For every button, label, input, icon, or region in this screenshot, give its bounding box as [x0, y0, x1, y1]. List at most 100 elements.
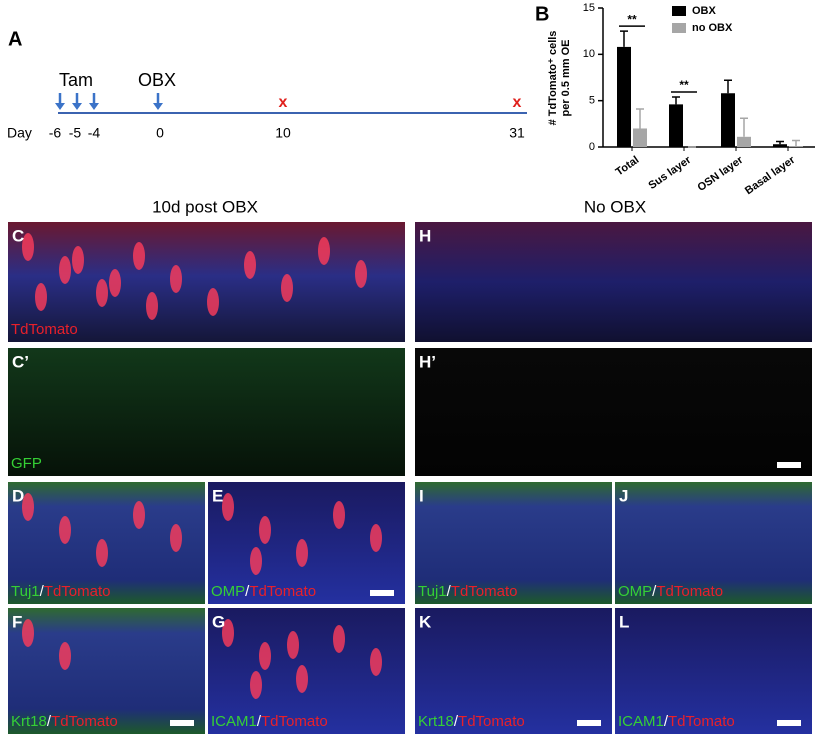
y-axis-label: # TdTomato⁺ cells	[547, 31, 559, 126]
caption-part: /	[245, 583, 250, 600]
caption-part: OMP	[618, 583, 652, 600]
labeled-cell	[222, 493, 234, 521]
caption-part: GFP	[11, 455, 42, 472]
labeled-cell	[370, 648, 382, 676]
labeled-cell	[287, 631, 299, 659]
arrow-head	[153, 103, 163, 110]
labeled-cell	[22, 619, 34, 647]
panel-caption: ICAM1/TdTomato	[211, 713, 328, 730]
significance: **	[679, 78, 689, 92]
labeled-cell	[96, 279, 108, 307]
caption-part: /	[257, 713, 262, 730]
labeled-cell	[72, 246, 84, 274]
panel-label: K	[419, 612, 432, 631]
caption-part: TdTomato	[668, 713, 735, 730]
labeled-cell	[222, 619, 234, 647]
arrow-head	[72, 103, 82, 110]
error-bar	[776, 140, 784, 145]
error-bar	[740, 117, 748, 137]
micrograph-signal	[8, 348, 405, 476]
labeled-cell	[109, 269, 121, 297]
labeled-cell	[146, 292, 158, 320]
labeled-cell	[296, 539, 308, 567]
caption-part: /	[47, 713, 52, 730]
y-tick-label: 10	[583, 48, 595, 60]
panel-label: G	[212, 612, 225, 631]
labeled-cell	[259, 642, 271, 670]
y-tick-label: 15	[583, 2, 595, 14]
bar	[789, 146, 803, 147]
bar	[669, 104, 683, 147]
scale-bar	[777, 462, 801, 468]
panel-caption: OMP/TdTomato	[211, 583, 316, 600]
labeled-cell	[133, 242, 145, 270]
caption-part: /	[652, 583, 657, 600]
significance: **	[627, 12, 637, 26]
panel-caption: GFP	[11, 455, 42, 472]
legend-swatch	[672, 23, 686, 33]
day-tick: 31	[509, 125, 525, 141]
error-bar	[724, 79, 732, 94]
panel-label: F	[12, 612, 22, 631]
legend-label: OBX	[692, 5, 717, 17]
caption-part: /	[454, 713, 459, 730]
caption-part: /	[447, 583, 452, 600]
bar	[737, 136, 751, 147]
scale-bar	[170, 720, 194, 726]
labeled-cell	[35, 283, 47, 311]
labeled-cell	[59, 256, 71, 284]
panel-caption: ICAM1/TdTomato	[618, 713, 735, 730]
scale-bar	[577, 720, 601, 726]
day-tick: 0	[156, 125, 164, 141]
error-bar	[672, 96, 680, 105]
panel-caption: Krt18/TdTomato	[11, 713, 118, 730]
tam-label: Tam	[59, 70, 93, 90]
y-tick-label: 5	[589, 95, 595, 107]
sample-mark: x	[513, 94, 522, 111]
labeled-cell	[355, 260, 367, 288]
scale-bar	[370, 590, 394, 596]
x-tick-label: Basal layer	[743, 154, 798, 198]
y-tick-label: 0	[589, 141, 595, 153]
panel-label: H’	[419, 352, 436, 371]
bar	[633, 128, 647, 147]
labeled-cell	[244, 251, 256, 279]
scale-bar	[777, 720, 801, 726]
bar	[773, 144, 787, 147]
caption-part: Krt18	[418, 713, 454, 730]
legend-label: no OBX	[692, 22, 733, 34]
legend-swatch	[672, 6, 686, 16]
panel-caption: Krt18/TdTomato	[418, 713, 525, 730]
caption-part: TdTomato	[249, 583, 316, 600]
labeled-cell	[22, 233, 34, 261]
panel-label: D	[12, 486, 24, 505]
bar	[721, 93, 735, 147]
micrograph-signal	[615, 608, 812, 734]
error-bar	[620, 30, 628, 47]
labeled-cell	[59, 642, 71, 670]
labeled-cell	[22, 493, 34, 521]
caption-part: TdTomato	[451, 583, 518, 600]
labeled-cell	[170, 265, 182, 293]
micrograph-signal	[8, 222, 405, 342]
day-tick: -4	[88, 125, 101, 141]
labeled-cell	[250, 547, 262, 575]
caption-part: OMP	[211, 583, 245, 600]
x-tick-label: Total	[614, 154, 642, 178]
day-tick: 10	[275, 125, 291, 141]
panel-caption: OMP/TdTomato	[618, 583, 723, 600]
caption-part: TdTomato	[261, 713, 328, 730]
panel-label: E	[212, 486, 223, 505]
micrograph-signal	[415, 608, 612, 734]
panel-label: A	[8, 28, 22, 50]
panel-caption: TdTomato	[11, 321, 78, 338]
day-label: Day	[7, 125, 32, 141]
labeled-cell	[370, 524, 382, 552]
labeled-cell	[333, 625, 345, 653]
arrow-head	[89, 103, 99, 110]
day-tick: -6	[49, 125, 62, 141]
micrograph-signal	[415, 482, 612, 604]
labeled-cell	[133, 501, 145, 529]
panel-caption: Tuj1/TdTomato	[11, 583, 111, 600]
obx-label: OBX	[138, 70, 176, 90]
